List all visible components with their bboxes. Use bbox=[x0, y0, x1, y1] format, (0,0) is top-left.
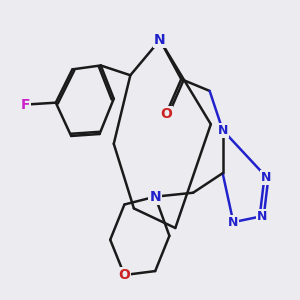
Text: N: N bbox=[228, 216, 238, 229]
Text: N: N bbox=[149, 190, 161, 204]
Text: N: N bbox=[261, 171, 272, 184]
Text: F: F bbox=[20, 98, 30, 112]
Text: O: O bbox=[160, 107, 172, 122]
Text: O: O bbox=[118, 268, 130, 282]
Text: N: N bbox=[256, 210, 267, 223]
Text: N: N bbox=[154, 33, 166, 47]
Text: N: N bbox=[218, 124, 228, 136]
